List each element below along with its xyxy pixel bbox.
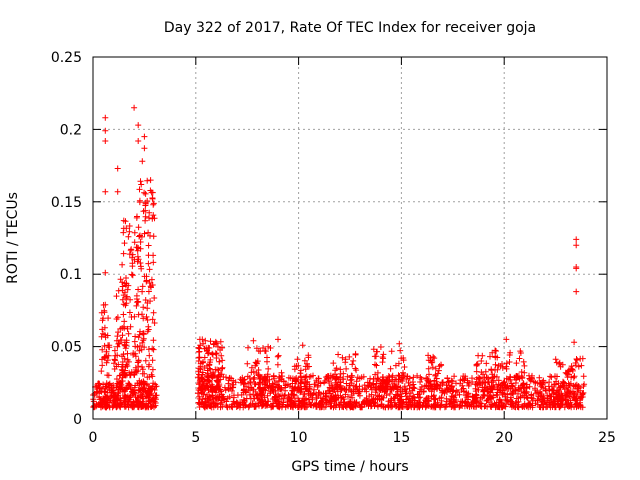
y-tick-label: 0.05 — [51, 340, 82, 356]
y-tick-label: 0.1 — [60, 267, 82, 283]
y-tick-label: 0.15 — [51, 195, 82, 211]
y-axis-label: ROTI / TECUs — [5, 192, 21, 284]
y-tick-label: 0 — [73, 412, 82, 428]
y-tick-label: 0.2 — [60, 122, 82, 138]
axes: 0 0.05 0.1 0.15 0.2 0.25 0 5 10 15 20 25 — [51, 50, 616, 446]
x-axis-label: GPS time / hours — [291, 459, 408, 475]
scatter-markers — [90, 104, 588, 411]
x-tick-label: 0 — [89, 430, 98, 446]
y-tick-label: 0.25 — [51, 50, 82, 66]
x-tick-label: 10 — [290, 430, 308, 446]
x-tick-label: 20 — [495, 430, 513, 446]
plot-frame — [92, 56, 608, 420]
x-tick-label: 5 — [191, 430, 200, 446]
data-points — [90, 104, 588, 411]
chart-title: Day 322 of 2017, Rate Of TEC Index for r… — [164, 20, 536, 36]
x-tick-label: 25 — [598, 430, 616, 446]
x-tick-label: 15 — [392, 430, 410, 446]
